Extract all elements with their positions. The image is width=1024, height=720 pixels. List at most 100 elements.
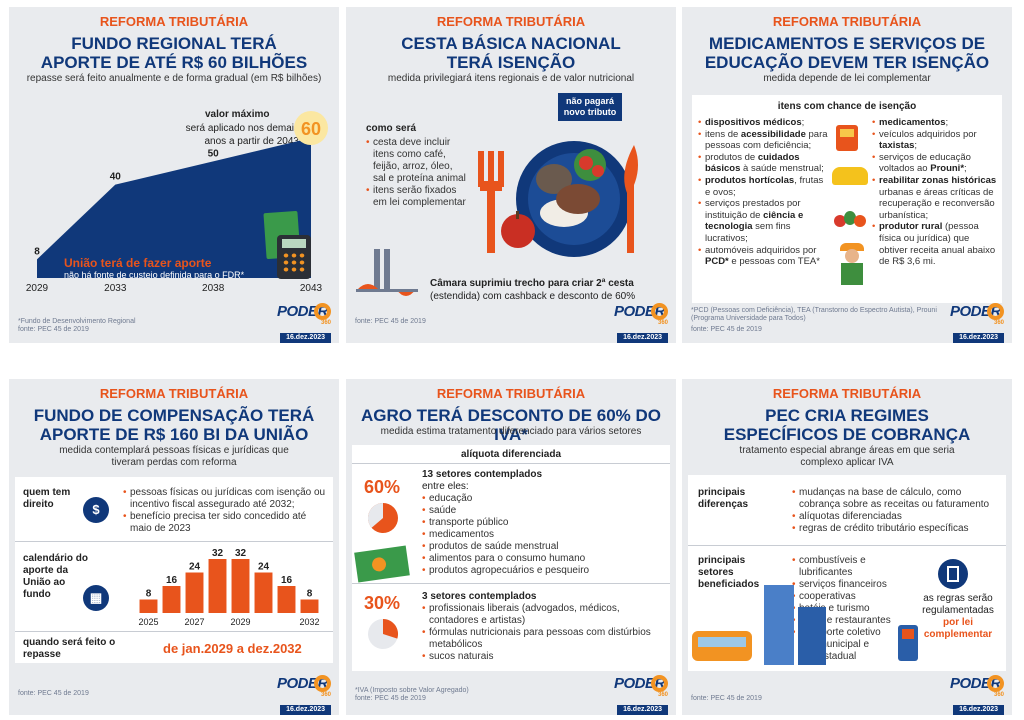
badge-line2: novo tributo	[563, 107, 617, 117]
lei-note: as regras serão regulamentadas por lei c…	[916, 593, 1000, 641]
exemption-item-bold: reabilitar zonas históricas	[879, 174, 997, 186]
source-note: fonte: PEC 45 de 2019	[691, 326, 762, 333]
data-label: 32	[235, 548, 247, 559]
max-text-line1: será aplicado nos demais	[185, 123, 299, 134]
exemption-item-text: veículos adquiridos por	[879, 128, 977, 140]
lei-note-line1: as regras serão regulamentadas	[922, 593, 994, 616]
poder360-logo: PODER 360	[277, 675, 331, 698]
card-kicker: REFORMA TRIBUTÁRIA	[99, 386, 249, 401]
sector-item: saúde	[422, 505, 662, 517]
como-item-1: cesta deve incluir itens como café, feij…	[366, 137, 466, 185]
panel-heading: itens com chance de isenção	[777, 101, 917, 112]
card-title-line2: APORTE DE R$ 160 BI DA UNIÃO	[39, 425, 309, 444]
card-title: AGRO TERÁ DESCONTO DE 60% DO IVA*	[360, 406, 662, 444]
bar	[185, 572, 204, 613]
card-subtitle: repasse será feito anualmente e de forma…	[26, 73, 322, 84]
compensation-panel: quem tem direito $ pessoas físicas ou ju…	[15, 477, 333, 663]
bus-icon	[692, 631, 752, 661]
data-label: 16	[166, 575, 178, 586]
row-label-calendario: calendário do aporte da União ao fundo	[23, 553, 89, 600]
data-label: 60	[301, 119, 321, 139]
orange-note-sub: não há fonte de custeio definida para o …	[64, 270, 245, 280]
x-tick-label: 2038	[202, 283, 225, 294]
data-label: 16	[281, 575, 293, 586]
exemption-item-text: serviços de educação voltados ao	[879, 151, 971, 175]
direito-list: pessoas físicas ou jurídicas com isenção…	[123, 487, 327, 535]
exemption-item: produtos hortícolas, frutas e ovos;	[698, 175, 828, 198]
badge-line1: não pagará	[565, 96, 614, 106]
source-note: fonte: PEC 45 de 2019	[691, 695, 762, 702]
food-plate-icon	[478, 141, 638, 257]
pie-30-icon	[368, 619, 399, 649]
x-tick-label: 2029	[230, 617, 250, 627]
medicine-icon	[836, 125, 858, 151]
exemption-item-bold: medicamentos	[879, 117, 946, 128]
aliquota-panel: alíquota diferenciada 60% 13 setores con…	[352, 445, 670, 671]
card-subtitle-line2: complexo aplicar IVA	[800, 457, 894, 468]
card-agro: REFORMA TRIBUTÁRIA AGRO TERÁ DESCONTO DE…	[346, 379, 676, 715]
x-tick-label: 2032	[299, 617, 319, 627]
camara-note-bold: Câmara suprimiu trecho para criar 2ª ces…	[430, 278, 634, 289]
x-tick-label: 2033	[104, 283, 127, 294]
bar	[254, 572, 273, 613]
card-title-line2: ESPECÍFICOS DE COBRANÇA	[723, 425, 971, 444]
source-note: fonte: PEC 45 de 2019	[355, 695, 426, 702]
card-kicker: REFORMA TRIBUTÁRIA	[436, 14, 586, 29]
exemption-item: dispositivos médicos;	[698, 117, 828, 129]
card-subtitle: medida depende de lei complementar	[763, 73, 931, 84]
data-label: 24	[189, 562, 201, 573]
card-fundo-regional: REFORMA TRIBUTÁRIA FUNDO REGIONAL TERÁ A…	[9, 7, 339, 343]
max-text-line2: anos a partir de 2043	[204, 136, 299, 147]
source-note: fonte: PEC 45 de 2019	[18, 326, 89, 333]
bar	[300, 599, 319, 613]
direito-item-2: benefício precisa ter sido concedido até…	[123, 511, 327, 535]
bar	[231, 559, 250, 613]
calculator-icon	[277, 235, 311, 279]
exemption-panel: itens com chance de isenção dispositivos…	[692, 95, 1002, 303]
card-kicker: REFORMA TRIBUTÁRIA	[772, 386, 922, 401]
card-title-line2: APORTE DE ATÉ R$ 60 BILHÕES	[40, 53, 308, 72]
exemption-item: serviços de educação voltados ao Prouni*…	[872, 152, 998, 175]
taxi-icon	[832, 167, 868, 185]
area-series	[37, 138, 311, 278]
card-subtitle-line1: medida contemplará pessoas físicas e jur…	[59, 445, 289, 456]
sector-item: educação	[422, 493, 662, 505]
card-title-line1: MEDICAMENTOS E SERVIÇOS DE	[708, 34, 986, 53]
card-subtitle: medida estima tratamento diferenciado pa…	[380, 426, 642, 437]
camara-note: Câmara suprimiu trecho para criar 2ª ces…	[430, 277, 670, 303]
farmer-icon	[838, 243, 866, 287]
repasse-value: de jan.2029 a dez.2032	[163, 641, 302, 656]
card-title-line1: FUNDO REGIONAL TERÁ	[71, 34, 277, 53]
card-medicamentos: REFORMA TRIBUTÁRIA MEDICAMENTOS E SERVIÇ…	[682, 7, 1012, 343]
right-list: medicamentos; veículos adquiridos por tax…	[872, 117, 998, 268]
source-note: fonte: PEC 45 de 2019	[355, 318, 426, 325]
footnote: *IVA (Imposto sobre Valor Agregado)	[355, 687, 469, 694]
card-subtitle-line2: tiveram perdas com reforma	[111, 457, 237, 468]
row-divider	[15, 541, 333, 542]
exemption-item-bold: taxistas	[879, 140, 915, 152]
group1-intro: entre eles:	[422, 481, 469, 492]
bar	[162, 586, 181, 613]
group1-list: educaçãosaúdetransporte públicomedicamen…	[422, 493, 662, 577]
poder360-logo: PODER 360	[950, 303, 1004, 326]
data-label: 8	[34, 246, 40, 257]
bar-chart: 8 2025 16 24 2027 32 32 2029 24 16 8 2032	[138, 548, 319, 627]
sector-item: profissionais liberais (advogados, médic…	[422, 603, 662, 627]
exemption-item-bold: ciência e tecnologia	[705, 209, 804, 233]
card-title-line2: EDUCAÇÃO DEVEM TER ISENÇÃO	[704, 53, 990, 72]
panel-divider	[352, 583, 670, 584]
money-person-icon: $	[83, 497, 109, 523]
exemption-item-text: ;	[964, 163, 967, 175]
direito-item-1: pessoas físicas ou jurídicas com isenção…	[123, 487, 327, 511]
bar	[277, 586, 296, 613]
max-label: valor máximo	[205, 109, 270, 120]
lei-note-line2: por lei complementar	[923, 617, 993, 640]
card-kicker: REFORMA TRIBUTÁRIA	[436, 386, 586, 401]
como-list: cesta deve incluir itens como café, feij…	[366, 137, 466, 209]
congress-icon	[356, 249, 418, 296]
exemption-item-text: itens de	[705, 128, 741, 140]
diferencas-list: mudanças na base de cálculo, como cobran…	[792, 487, 1002, 535]
date-badge: 16.dez.2023	[280, 333, 331, 343]
footnote: *PCD (Pessoas com Deficiência), TEA (Tra…	[691, 307, 937, 322]
row-label-diferencas: principais diferenças	[698, 487, 749, 510]
